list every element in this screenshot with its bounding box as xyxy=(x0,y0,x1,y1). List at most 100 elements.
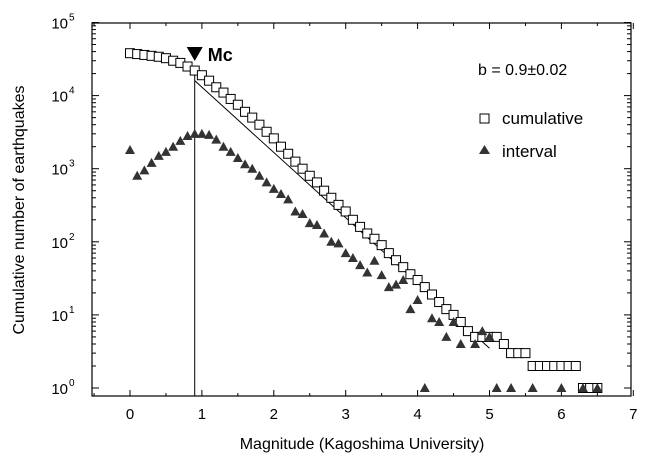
y-tick-label: 10 xyxy=(51,16,68,33)
interval-point xyxy=(290,206,301,216)
cumulative-point xyxy=(326,192,337,203)
cumulative-point xyxy=(383,248,394,259)
x-tick-label: 6 xyxy=(557,406,565,423)
cumulative-point xyxy=(434,297,445,308)
interval-point xyxy=(455,338,466,348)
interval-point xyxy=(275,189,286,199)
interval-point xyxy=(333,238,344,248)
y-tick-exponent: 2 xyxy=(69,232,75,243)
interval-point xyxy=(211,134,222,144)
interval-point xyxy=(448,316,459,326)
interval-point xyxy=(577,383,588,392)
interval-point xyxy=(441,331,452,341)
y-tick-exponent: 3 xyxy=(69,159,75,170)
interval-point xyxy=(240,159,251,169)
cumulative-point xyxy=(290,156,301,167)
interval-point xyxy=(527,383,538,392)
interval-point xyxy=(196,128,207,138)
x-tick-label: 4 xyxy=(413,406,421,423)
interval-point xyxy=(369,255,380,265)
interval-point xyxy=(340,248,351,258)
y-tick-exponent: 4 xyxy=(69,86,75,97)
cumulative-point xyxy=(232,99,243,110)
cumulative-point xyxy=(347,214,358,225)
b-value-label: b = 0.9±0.02 xyxy=(478,62,567,79)
interval-point xyxy=(168,141,179,151)
interval-point xyxy=(153,150,164,160)
x-tick-label: 7 xyxy=(629,406,637,423)
cumulative-point xyxy=(204,75,215,86)
y-tick-label: 10 xyxy=(51,235,68,252)
cumulative-point xyxy=(304,170,315,181)
interval-point xyxy=(311,219,322,229)
interval-point xyxy=(355,260,366,270)
plot-frame xyxy=(91,22,632,397)
interval-point xyxy=(175,135,186,145)
y-tick-label: 10 xyxy=(51,89,68,106)
interval-point xyxy=(261,177,272,187)
y-tick-exponent: 1 xyxy=(69,305,75,316)
cumulative-point xyxy=(211,82,222,93)
y-tick-exponent: 0 xyxy=(69,378,75,389)
legend-interval-label: interval xyxy=(502,142,557,161)
cumulative-point xyxy=(355,221,366,232)
cumulative-point xyxy=(498,338,509,349)
interval-point xyxy=(491,383,502,392)
interval-point xyxy=(268,183,279,193)
y-tick-label: 10 xyxy=(51,308,68,325)
series-cumulative xyxy=(125,48,603,393)
interval-point xyxy=(556,383,567,392)
cumulative-point xyxy=(570,360,581,371)
interval-point xyxy=(204,129,215,139)
cumulative-point xyxy=(275,141,286,152)
cumulative-point xyxy=(405,269,416,280)
cumulative-point xyxy=(254,119,265,130)
mc-marker-icon xyxy=(186,47,203,61)
cumulative-point xyxy=(333,199,344,210)
interval-point xyxy=(477,326,488,336)
cumulative-point xyxy=(340,206,351,217)
interval-point xyxy=(225,146,236,156)
cumulative-point xyxy=(398,262,409,273)
cumulative-point xyxy=(462,326,473,337)
cumulative-point xyxy=(225,93,236,104)
interval-point xyxy=(592,383,603,392)
cumulative-point xyxy=(441,304,452,315)
cumulative-point xyxy=(369,233,380,244)
interval-point xyxy=(283,194,294,204)
legend-cumulative-label: cumulative xyxy=(502,109,583,128)
cumulative-point xyxy=(283,148,294,159)
interval-point xyxy=(434,316,445,326)
interval-point xyxy=(160,146,171,156)
cumulative-point xyxy=(376,240,387,251)
y-tick-label: 10 xyxy=(51,162,68,179)
y-tick-exponent: 5 xyxy=(69,13,75,24)
legend: cumulative interval xyxy=(479,109,583,161)
cumulative-point xyxy=(311,177,322,188)
interval-point xyxy=(426,313,437,323)
series-interval xyxy=(125,128,603,392)
interval-point xyxy=(412,294,423,304)
cumulative-point xyxy=(268,133,279,144)
interval-point xyxy=(125,145,135,155)
interval-point xyxy=(362,267,373,277)
x-axis-ticks: 0 1 2 3 4 5 6 7 xyxy=(93,23,637,423)
x-tick-label: 2 xyxy=(270,406,278,423)
y-tick-label: 10 xyxy=(51,381,68,398)
interval-point xyxy=(304,218,315,228)
interval-point xyxy=(247,163,258,173)
interval-point xyxy=(405,304,416,314)
cumulative-point xyxy=(419,282,430,293)
interval-point xyxy=(218,141,229,151)
interval-point xyxy=(419,383,430,392)
cumulative-point xyxy=(391,255,402,266)
cumulative-point xyxy=(261,126,272,137)
interval-point xyxy=(470,338,481,348)
interval-point xyxy=(383,282,394,292)
interval-point xyxy=(376,270,387,280)
cumulative-point xyxy=(247,112,258,123)
cumulative-point xyxy=(520,348,531,359)
interval-point xyxy=(189,128,200,138)
x-tick-label: 3 xyxy=(342,406,350,423)
